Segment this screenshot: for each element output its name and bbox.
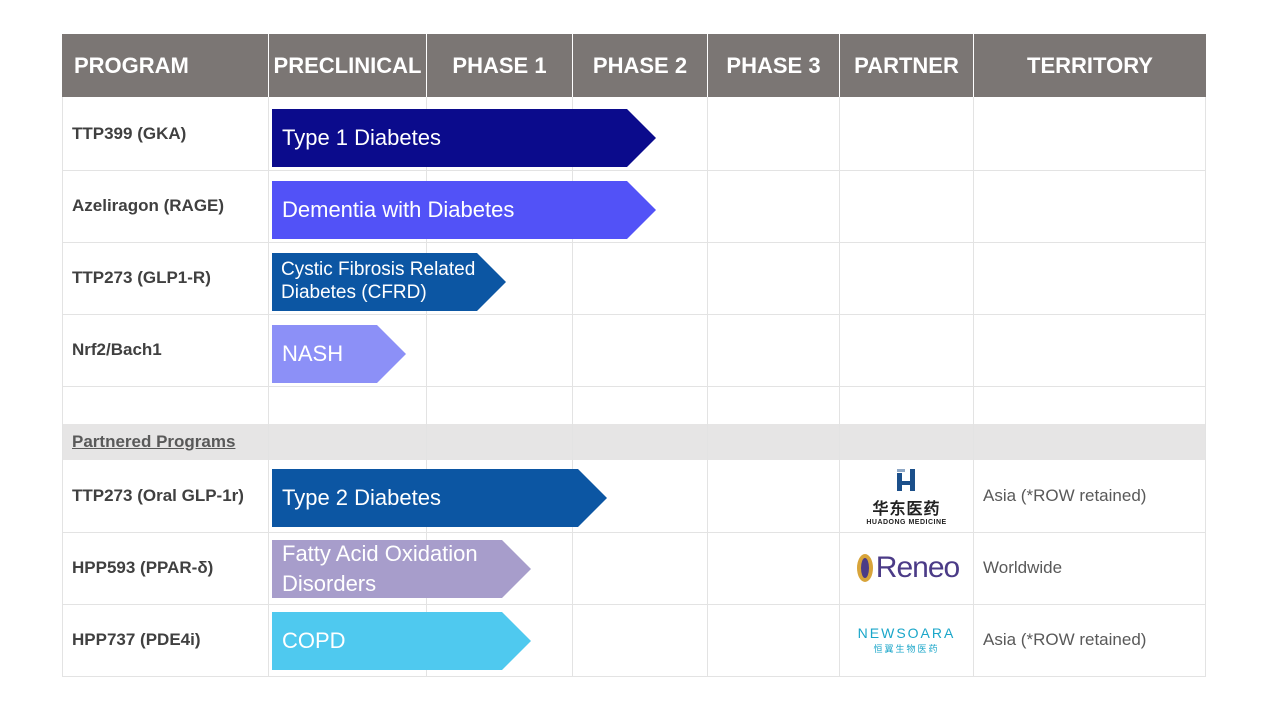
reneo-wordmark: Reneo (875, 551, 960, 584)
indication-label-line-2: Diabetes (CFRD) (281, 282, 427, 303)
pipeline-table: PROGRAM PRECLINICAL PHASE 1 PHASE 2 PHAS… (62, 34, 1206, 677)
header-phase-2: PHASE 2 (573, 34, 707, 97)
stage-arrow: NASH (272, 325, 406, 383)
grid-line (62, 604, 1206, 605)
stage-arrow: Type 1 Diabetes (272, 109, 656, 167)
grid-line (973, 97, 974, 677)
partnered-programs-label: Partnered Programs (72, 432, 236, 451)
newsoara-chinese-name: 恒翼生物医药 (873, 644, 940, 654)
reneo-logo: Reneo (840, 536, 973, 600)
header-phase-3: PHASE 3 (708, 34, 839, 97)
grid-line (62, 170, 1206, 171)
header-program: PROGRAM (62, 34, 268, 97)
indication-label-line-1: Cystic Fibrosis Related (281, 259, 476, 281)
program-name: TTP399 (GKA) (72, 124, 187, 143)
grid-line (572, 97, 573, 677)
indication-label-line-1: Fatty Acid Oxidation (282, 541, 478, 567)
huadong-chinese-name: 华东医药 (872, 500, 941, 518)
grid-line (268, 97, 269, 677)
program-name: HPP593 (PPAR-δ) (72, 558, 214, 577)
header-phase-1: PHASE 1 (427, 34, 572, 97)
grid-line (62, 676, 1206, 677)
stage-arrow: Dementia with Diabetes (272, 181, 656, 239)
territory-text: Asia (*ROW retained) (983, 486, 1147, 505)
program-name: TTP273 (Oral GLP-1r) (72, 486, 244, 505)
huadong-medicine-logo: 华东医药 HUADONG MEDICINE (840, 464, 973, 528)
header-preclinical: PRECLINICAL (269, 34, 426, 97)
indication-label: Dementia with Diabetes (282, 196, 515, 222)
stage-arrow: Cystic Fibrosis Related Diabetes (CFRD) (272, 253, 506, 311)
stage-arrow: COPD (272, 612, 531, 670)
indication-label-line-2: Disorders (282, 571, 377, 596)
program-name: TTP273 (GLP1-R) (72, 268, 211, 287)
newsoara-wordmark: NEWSOARA (857, 625, 956, 641)
header-territory: TERRITORY (974, 34, 1206, 97)
huadong-mark-icon (896, 468, 915, 491)
program-name: Nrf2/Bach1 (72, 340, 162, 359)
grid-line (1205, 97, 1206, 677)
grid-line (62, 314, 1206, 315)
grid-line (839, 97, 840, 677)
grid-line (707, 97, 708, 677)
territory-text: Asia (*ROW retained) (983, 630, 1147, 649)
indication-label: Type 2 Diabetes (282, 484, 441, 510)
territory-text: Worldwide (983, 558, 1063, 577)
stage-arrow: Fatty Acid Oxidation Disorders (272, 540, 531, 598)
program-name: HPP737 (PDE4i) (72, 630, 201, 649)
huadong-english-name: HUADONG MEDICINE (866, 518, 947, 526)
grid-line (62, 242, 1206, 243)
newsoara-logo: NEWSOARA 恒翼生物医药 (840, 608, 973, 672)
stage-arrow: Type 2 Diabetes (272, 469, 607, 527)
indication-label: COPD (282, 627, 346, 653)
grid-line (62, 97, 63, 677)
reneo-leaf-icon (856, 554, 873, 582)
program-name: Azeliragon (RAGE) (72, 196, 225, 215)
indication-label: NASH (282, 340, 344, 366)
header-partner: PARTNER (840, 34, 973, 97)
grid-line (62, 386, 1206, 387)
grid-line (62, 532, 1206, 533)
partnered-band (62, 424, 1206, 460)
indication-label: Type 1 Diabetes (282, 124, 441, 150)
grid-line (426, 97, 427, 677)
